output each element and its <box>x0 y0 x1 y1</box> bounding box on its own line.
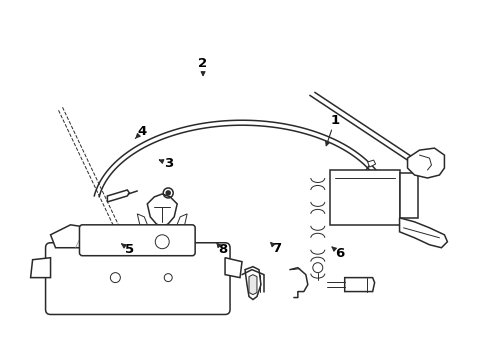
Polygon shape <box>407 148 444 178</box>
Polygon shape <box>147 194 177 227</box>
Polygon shape <box>367 160 375 167</box>
Polygon shape <box>107 190 129 202</box>
Text: 4: 4 <box>137 125 146 138</box>
Polygon shape <box>50 225 90 248</box>
Polygon shape <box>399 218 447 248</box>
Polygon shape <box>137 214 148 227</box>
Text: 8: 8 <box>218 243 227 256</box>
Text: 2: 2 <box>198 57 207 70</box>
Polygon shape <box>176 214 187 227</box>
FancyBboxPatch shape <box>80 225 195 256</box>
Polygon shape <box>244 267 261 300</box>
Circle shape <box>166 191 170 195</box>
Bar <box>399 173 417 218</box>
Text: 5: 5 <box>125 243 134 256</box>
FancyBboxPatch shape <box>329 170 399 225</box>
Polygon shape <box>248 275 256 294</box>
Text: 3: 3 <box>164 157 173 170</box>
FancyBboxPatch shape <box>45 243 229 315</box>
Text: 7: 7 <box>271 242 280 255</box>
Polygon shape <box>344 278 374 292</box>
Polygon shape <box>224 258 242 278</box>
Text: 1: 1 <box>329 114 339 127</box>
Text: 6: 6 <box>334 247 344 260</box>
Polygon shape <box>31 258 50 278</box>
